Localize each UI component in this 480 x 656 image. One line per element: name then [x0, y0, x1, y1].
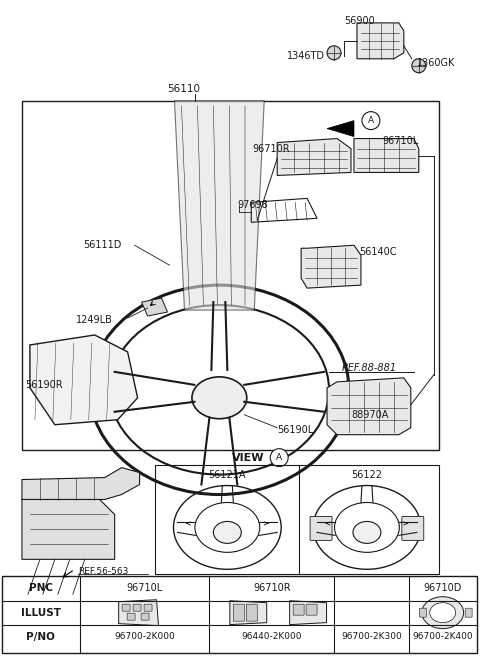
Ellipse shape: [422, 597, 464, 628]
Circle shape: [270, 449, 288, 466]
Ellipse shape: [353, 522, 381, 543]
Ellipse shape: [214, 522, 241, 543]
Text: 56900: 56900: [344, 16, 375, 26]
Text: 1360GK: 1360GK: [417, 58, 455, 68]
Text: 56110: 56110: [168, 84, 201, 94]
Circle shape: [412, 59, 426, 73]
Text: 56122: 56122: [351, 470, 383, 480]
FancyBboxPatch shape: [233, 604, 244, 621]
Text: ILLUST: ILLUST: [21, 607, 61, 618]
Polygon shape: [354, 138, 419, 173]
Polygon shape: [301, 245, 361, 288]
Text: A: A: [276, 453, 282, 462]
Ellipse shape: [192, 377, 247, 419]
Text: REF.56-563: REF.56-563: [78, 567, 128, 576]
Text: VIEW: VIEW: [232, 453, 264, 462]
Text: 96710R: 96710R: [252, 144, 290, 154]
Text: REF.88-881: REF.88-881: [341, 363, 396, 373]
Text: 96710R: 96710R: [253, 583, 290, 594]
Text: 56111D: 56111D: [83, 240, 121, 250]
Text: 56190L: 56190L: [277, 424, 313, 435]
Polygon shape: [175, 100, 264, 310]
Text: 97698: 97698: [237, 200, 268, 211]
Polygon shape: [289, 601, 326, 625]
Text: 56190R: 56190R: [25, 380, 62, 390]
Polygon shape: [327, 121, 354, 136]
Polygon shape: [230, 601, 267, 625]
Text: 96440-2K000: 96440-2K000: [241, 632, 302, 642]
Text: 88970A: 88970A: [351, 410, 388, 420]
Text: 56140C: 56140C: [359, 247, 396, 257]
Polygon shape: [357, 23, 404, 59]
FancyBboxPatch shape: [141, 613, 149, 620]
Text: 96710L: 96710L: [126, 583, 163, 594]
Polygon shape: [327, 378, 411, 435]
FancyBboxPatch shape: [310, 516, 332, 541]
Bar: [2, 576, 477, 653]
FancyBboxPatch shape: [293, 604, 304, 615]
Bar: [22, 100, 439, 449]
FancyBboxPatch shape: [122, 604, 130, 611]
Polygon shape: [277, 138, 351, 175]
Text: 1346TD: 1346TD: [287, 51, 325, 61]
Text: 1249LB: 1249LB: [76, 315, 113, 325]
Polygon shape: [119, 600, 158, 626]
Text: 96710L: 96710L: [382, 136, 418, 146]
Text: P/NO: P/NO: [26, 632, 55, 642]
FancyBboxPatch shape: [420, 608, 426, 617]
Circle shape: [362, 112, 380, 130]
Text: 96700-2K000: 96700-2K000: [114, 632, 175, 642]
Polygon shape: [30, 335, 138, 424]
Ellipse shape: [430, 603, 456, 623]
FancyBboxPatch shape: [133, 604, 141, 611]
Text: 96700-2K300: 96700-2K300: [341, 632, 402, 642]
Text: PNC: PNC: [29, 583, 53, 594]
Polygon shape: [22, 468, 140, 499]
FancyBboxPatch shape: [144, 604, 152, 611]
Text: A: A: [368, 116, 374, 125]
Polygon shape: [142, 298, 168, 316]
FancyBboxPatch shape: [465, 608, 472, 617]
Text: 96710D: 96710D: [423, 583, 462, 594]
Text: 96700-2K400: 96700-2K400: [412, 632, 473, 642]
FancyBboxPatch shape: [127, 613, 135, 620]
FancyBboxPatch shape: [402, 516, 424, 541]
Polygon shape: [22, 499, 115, 560]
FancyBboxPatch shape: [246, 604, 257, 621]
Text: 56121A: 56121A: [209, 470, 246, 480]
Circle shape: [327, 46, 341, 60]
Bar: [155, 464, 439, 574]
FancyBboxPatch shape: [306, 604, 317, 615]
